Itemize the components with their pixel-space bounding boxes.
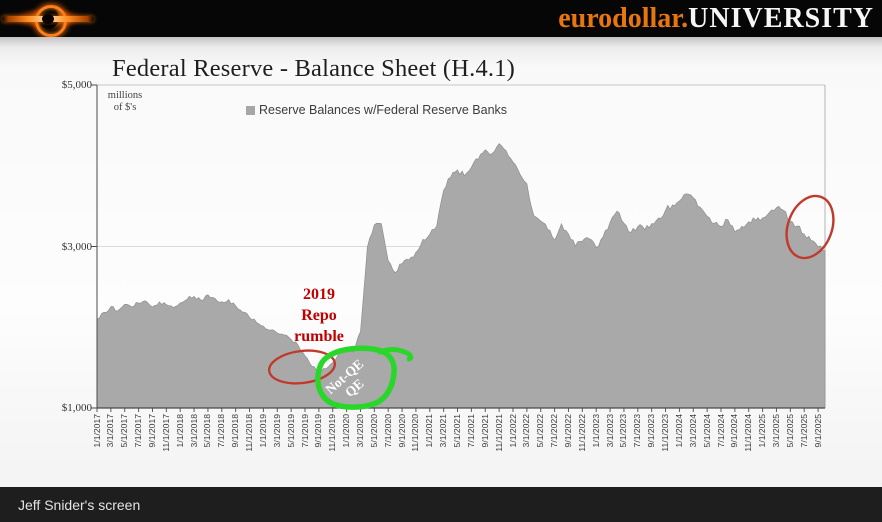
logo-shadow-center	[42, 14, 54, 24]
y-axis-units-line1: millions	[107, 90, 143, 101]
legend-swatch	[246, 105, 255, 115]
black-hole-logo	[0, 0, 100, 37]
y-axis-label: $5,000	[61, 79, 92, 91]
legend-label: Reserve Balances w/Federal Reserve Banks	[259, 103, 508, 117]
y-axis-units-line2: of $'s	[113, 102, 137, 113]
repo-rumble-ellipse	[268, 349, 336, 385]
chart-title: Federal Reserve - Balance Sheet (H.4.1)	[112, 55, 516, 82]
chart-legend: Reserve Balances w/Federal Reserve Banks	[246, 103, 507, 117]
repo-note-line2: Repo	[301, 307, 337, 324]
balance-sheet-chart: Not-QE QE	[91, 84, 835, 412]
repo-note-line3: rumble	[294, 328, 344, 345]
2025-decline-ellipse	[785, 194, 835, 260]
shared-screen-slide: Federal Reserve - Balance Sheet (H.4.1) …	[0, 37, 882, 487]
y-axis-label: $1,000	[61, 402, 92, 414]
x-axis-ticks	[96, 408, 819, 412]
repo-note-line1: 2019	[303, 286, 335, 303]
not-qe-green-circle-tail	[377, 347, 414, 362]
brand-university: UNIVERSITY	[688, 3, 874, 34]
brand-eurodollar: eurodollar.	[558, 3, 689, 34]
repo-rumble-note: 2019 Repo rumble	[279, 284, 359, 347]
brand-wordmark: eurodollar.UNIVERSITY	[558, 0, 874, 37]
y-axis-units-note: millions of $'s	[99, 90, 151, 114]
screen-share-status-bar: Jeff Snider's screen	[0, 487, 882, 522]
screen-share-status-text: Jeff Snider's screen	[18, 496, 141, 513]
top-brand-bar: eurodollar.UNIVERSITY	[0, 0, 882, 37]
y-axis-label: $3,000	[61, 240, 92, 253]
area-series-reserve-balances	[96, 143, 826, 409]
